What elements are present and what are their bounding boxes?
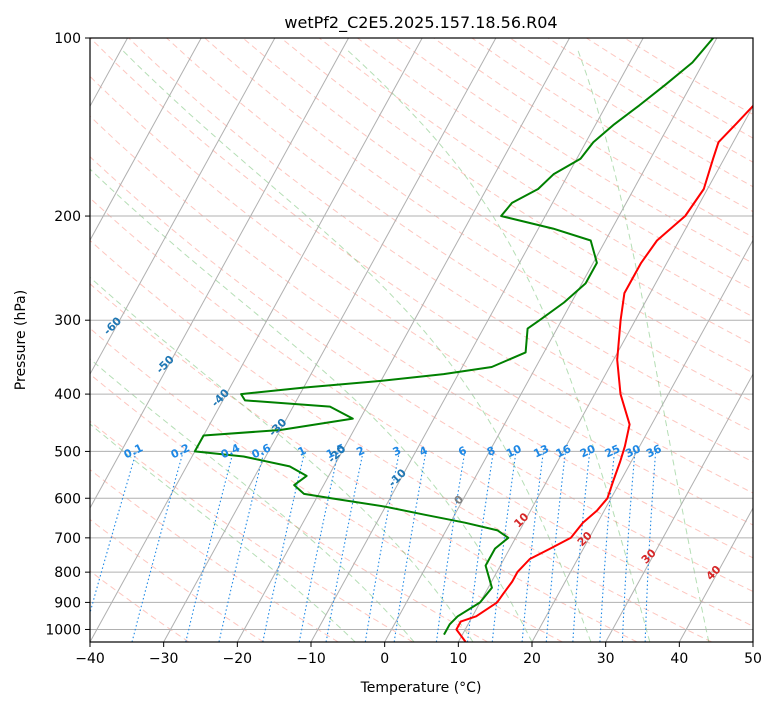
mixing-ratio-line bbox=[131, 451, 184, 642]
isotherm-line bbox=[384, 38, 718, 642]
mixing-ratio-line bbox=[621, 451, 636, 642]
moist-adiabat-line bbox=[577, 50, 710, 642]
x-tick-label: −30 bbox=[149, 651, 179, 667]
y-tick-label: 400 bbox=[54, 387, 81, 403]
isotherm-line bbox=[678, 507, 753, 642]
mixing-ratio-label: 0.2 bbox=[169, 441, 192, 461]
dry-adiabat-line bbox=[395, 38, 753, 264]
dry-adiabat-line bbox=[280, 38, 753, 346]
moist-adiabat-line bbox=[90, 276, 474, 642]
mixing-ratio-label: 20 bbox=[578, 442, 598, 460]
mixing-ratio-line bbox=[262, 451, 306, 642]
x-tick-label: 50 bbox=[744, 651, 762, 667]
dry-adiabat-line bbox=[357, 38, 753, 291]
isotherm-label: -80 bbox=[9, 214, 32, 237]
y-tick-label: 300 bbox=[54, 313, 81, 329]
mixing-ratio-label: 16 bbox=[554, 442, 574, 460]
mixing-ratio-line bbox=[521, 451, 544, 642]
isotherm-line bbox=[90, 38, 276, 376]
y-tick-label: 200 bbox=[54, 209, 81, 225]
y-axis-title: Pressure (hPa) bbox=[13, 290, 29, 390]
x-tick-label: 40 bbox=[670, 651, 688, 667]
dry-adiabat-line bbox=[166, 38, 753, 433]
y-tick-label: 900 bbox=[54, 595, 81, 611]
mixing-ratio-label: 36 bbox=[644, 442, 664, 460]
dry-adiabat-line bbox=[90, 38, 753, 494]
dry-adiabat-line bbox=[586, 38, 753, 139]
x-tick-label: 0 bbox=[380, 651, 389, 667]
isotherm-label: 20 bbox=[575, 529, 595, 549]
dry-adiabat-line bbox=[90, 115, 753, 559]
mixing-ratio-label: 13 bbox=[532, 442, 551, 460]
y-tick-label: 600 bbox=[54, 491, 81, 507]
x-tick-label: 20 bbox=[523, 651, 541, 667]
mixing-ratio-line bbox=[435, 451, 466, 642]
dry-adiabat-line bbox=[90, 327, 563, 642]
moist-adiabat-line bbox=[122, 50, 592, 642]
isotherm-line bbox=[163, 38, 497, 642]
mixing-ratio-label: 25 bbox=[603, 442, 622, 460]
y-tick-label: 500 bbox=[54, 444, 81, 460]
isotherm-line bbox=[90, 38, 349, 510]
y-tick-label: 100 bbox=[54, 31, 81, 47]
moist-adiabat-line bbox=[347, 50, 651, 642]
mixing-ratio-line bbox=[491, 451, 517, 642]
isotherm-line bbox=[90, 38, 202, 242]
dry-adiabat-line bbox=[90, 283, 638, 642]
isotherm-line bbox=[236, 38, 570, 642]
dry-adiabat-line bbox=[242, 38, 753, 374]
dry-adiabat-line bbox=[90, 468, 339, 642]
mixing-ratio-label: 0.4 bbox=[219, 441, 242, 461]
mixing-ratio-line bbox=[393, 451, 427, 642]
dry-adiabat-line bbox=[90, 373, 488, 642]
dry-adiabat-line bbox=[90, 156, 753, 593]
dry-adiabat-line bbox=[90, 570, 190, 642]
mixing-ratio-label: 30 bbox=[623, 442, 643, 460]
mixing-ratio-label: 10 bbox=[504, 442, 524, 460]
dry-adiabat-line bbox=[90, 518, 264, 642]
x-axis-title: Temperature (°C) bbox=[360, 680, 482, 696]
plot-frame bbox=[89, 37, 754, 643]
x-tick-label: −40 bbox=[75, 651, 105, 667]
isotherm-line bbox=[531, 239, 753, 642]
isotherm-line bbox=[90, 38, 423, 642]
isotherm-label: 10 bbox=[511, 510, 531, 530]
y-tick-label: 800 bbox=[54, 565, 81, 581]
mixing-ratio-line bbox=[185, 451, 234, 642]
isotherm-label: -70 bbox=[52, 269, 75, 292]
dry-adiabat-line bbox=[90, 197, 753, 627]
dry-adiabat-line bbox=[318, 38, 753, 318]
mixing-ratio-label: 0.6 bbox=[250, 441, 273, 461]
dry-adiabat-line bbox=[90, 239, 712, 642]
dry-adiabat-line bbox=[204, 38, 753, 403]
isotherm-line bbox=[605, 373, 753, 642]
dewpoint-trace bbox=[193, 38, 714, 636]
moist-adiabat-line bbox=[90, 168, 533, 642]
x-tick-label: 10 bbox=[449, 651, 467, 667]
temperature-trace bbox=[455, 103, 753, 642]
x-tick-label: −10 bbox=[296, 651, 326, 667]
isotherm-line bbox=[752, 640, 753, 642]
mixing-ratio-line bbox=[218, 451, 265, 642]
x-tick-label: −20 bbox=[223, 651, 253, 667]
chart-title: wetPf2_C2E5.2025.157.18.56.R04 bbox=[284, 13, 557, 33]
mixing-ratio-line bbox=[466, 451, 494, 642]
x-tick-label: 30 bbox=[597, 651, 615, 667]
mixing-ratio-line bbox=[90, 451, 137, 615]
isotherm-label: 0 bbox=[452, 492, 467, 507]
isotherm-line bbox=[457, 105, 753, 642]
mixing-ratio-line bbox=[545, 451, 567, 642]
y-tick-label: 700 bbox=[54, 531, 81, 547]
isotherm-line bbox=[310, 38, 644, 642]
y-tick-label: 1000 bbox=[45, 622, 81, 638]
dry-adiabat-line bbox=[90, 75, 753, 526]
isotherm-label: 30 bbox=[639, 546, 659, 566]
